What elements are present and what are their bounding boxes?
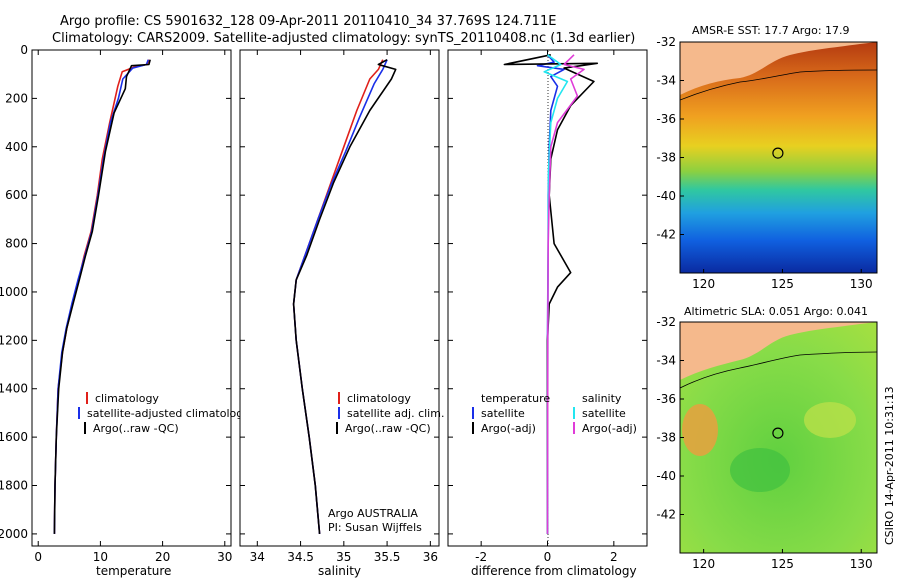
x-tick-label: 35 — [336, 550, 351, 564]
coastline-contour — [680, 351, 877, 389]
coastline-contour — [680, 69, 877, 101]
temperature-panel: 0 200 400 600 800 1000 1200 1400 1600 1800 2000 0 1… — [0, 43, 250, 578]
x-tick-label: 20 — [155, 550, 170, 564]
map-x-tick-label: 130 — [850, 277, 873, 291]
salinity-legend: climatology satellite adj. clim. Argo(..… — [336, 392, 444, 435]
land-mask — [680, 322, 877, 380]
y-tick-label: 200 — [5, 91, 28, 105]
map-y-tick-label: -38 — [656, 431, 676, 445]
y-tick-label: 0 — [20, 43, 28, 57]
salinity-panel: 34 34.5 35 35.5 36 salinity climatology sate… — [239, 49, 444, 578]
x-tick-label: 35.5 — [374, 550, 401, 564]
temperature-legend: climatology satellite-adjusted climatolo… — [78, 392, 250, 435]
legend-sal-satellite: satellite — [582, 407, 626, 420]
legend-satellite-adj: satellite adj. clim. — [347, 407, 444, 420]
temperature-y-ticks: 0 200 400 600 800 1000 1200 1400 1600 1800 2000 — [0, 43, 231, 541]
legend-climatology: climatology — [347, 392, 411, 405]
difference-legend: temperature satellite Argo(-adj) salinit… — [472, 392, 637, 435]
argo-credit-line2: PI: Susan Wijffels — [328, 521, 422, 534]
map-y-tick-label: -34 — [656, 354, 676, 368]
map-x-tick-label: 125 — [771, 277, 794, 291]
legend-salinity-heading: salinity — [582, 392, 622, 405]
difference-series — [503, 54, 599, 534]
sla-anomaly-high — [682, 404, 718, 456]
sla-map: Altimetric SLA: 0.051 Argo: 0.041 120 125… — [656, 305, 878, 571]
x-tick-label: 2 — [610, 550, 618, 564]
y-tick-label: 1600 — [0, 430, 28, 444]
series-line-1-3 — [53, 59, 151, 534]
map-y-tick-label: -42 — [656, 508, 676, 522]
map-y-tick-label: -42 — [656, 228, 676, 242]
x-tick-label: 36 — [423, 550, 438, 564]
y-tick-label: 600 — [5, 188, 28, 202]
series-line-2-3 — [292, 58, 397, 534]
legend-argo: Argo(..raw -QC) — [345, 422, 431, 435]
difference-x-ticks: -2 0 2 — [448, 49, 647, 564]
sla-anomaly-mid — [804, 402, 856, 438]
y-tick-label: 2000 — [0, 527, 28, 541]
salinity-axes — [239, 49, 440, 547]
argo-location-marker — [772, 147, 784, 159]
legend-satellite: satellite-adjusted climatology — [87, 407, 250, 420]
temperature-axes — [31, 49, 232, 547]
x-tick-label: 0 — [544, 550, 552, 564]
sst-map-title: AMSR-E SST: 17.7 Argo: 17.9 — [692, 24, 850, 37]
temperature-series — [53, 59, 151, 534]
y-tick-label: 1000 — [0, 285, 28, 299]
sst-map-ticks: 120 125 130 -32 -34 -36 -38 -40 -42 — [656, 35, 872, 291]
x-tick-label: 30 — [217, 550, 232, 564]
map-y-tick-label: -40 — [656, 189, 676, 203]
temperature-xlabel: temperature — [96, 564, 171, 578]
side-timestamp: CSIRO 14-Apr-2011 10:31:13 — [883, 386, 896, 545]
legend-temp-satellite: satellite — [481, 407, 525, 420]
sla-map-title: Altimetric SLA: 0.051 Argo: 0.041 — [684, 305, 868, 318]
map-y-tick-label: -36 — [656, 392, 676, 406]
figure-title-line1: Argo profile: CS 5901632_128 09-Apr-2011… — [60, 14, 556, 29]
sst-map: AMSR-E SST: 17.7 Argo: 17.9 120 125 130 -32… — [656, 24, 878, 291]
y-tick-label: 1200 — [0, 333, 28, 347]
x-tick-label: 0 — [34, 550, 42, 564]
x-tick-label: 34 — [250, 550, 265, 564]
y-tick-label: 1800 — [0, 479, 28, 493]
map-x-tick-label: 120 — [692, 277, 715, 291]
temperature-x-ticks: 0 10 20 30 — [34, 50, 232, 564]
map-y-tick-label: -32 — [656, 315, 676, 329]
map-x-tick-label: 125 — [771, 557, 794, 571]
legend-temperature-heading: temperature — [481, 392, 550, 405]
y-tick-label: 800 — [5, 237, 28, 251]
y-tick-label: 1400 — [0, 382, 28, 396]
map-y-tick-label: -32 — [656, 35, 676, 49]
difference-xlabel: difference from climatology — [471, 564, 637, 578]
legend-climatology: climatology — [95, 392, 159, 405]
salinity-series — [292, 58, 397, 534]
figure-title-line2: Climatology: CARS2009. Satellite-adjuste… — [52, 31, 635, 46]
map-x-tick-label: 130 — [850, 557, 873, 571]
y-tick-label: 400 — [5, 140, 28, 154]
sla-anomaly-low — [730, 448, 790, 492]
sla-map-ticks: 120 125 130 -32 -34 -36 -38 -40 -42 — [656, 315, 872, 571]
difference-panel: -2 0 2 difference from climatology tempera… — [447, 49, 648, 578]
salinity-x-ticks: 34 34.5 35 35.5 36 — [240, 49, 439, 564]
argo-location-marker — [772, 427, 784, 439]
legend-temp-argo: Argo(-adj) — [481, 422, 536, 435]
x-tick-label: 10 — [93, 550, 108, 564]
land-mask — [680, 42, 877, 95]
x-tick-label: -2 — [475, 550, 487, 564]
series-line-3-4 — [546, 54, 585, 534]
legend-sal-argo: Argo(-adj) — [582, 422, 637, 435]
map-y-tick-label: -38 — [656, 151, 676, 165]
map-x-tick-label: 120 — [692, 557, 715, 571]
salinity-xlabel: salinity — [318, 564, 361, 578]
argo-credit-line1: Argo AUSTRALIA — [328, 507, 418, 520]
x-tick-label: 34.5 — [287, 550, 314, 564]
map-y-tick-label: -36 — [656, 112, 676, 126]
map-y-tick-label: -40 — [656, 469, 676, 483]
legend-argo: Argo(..raw -QC) — [93, 422, 179, 435]
map-y-tick-label: -34 — [656, 74, 676, 88]
